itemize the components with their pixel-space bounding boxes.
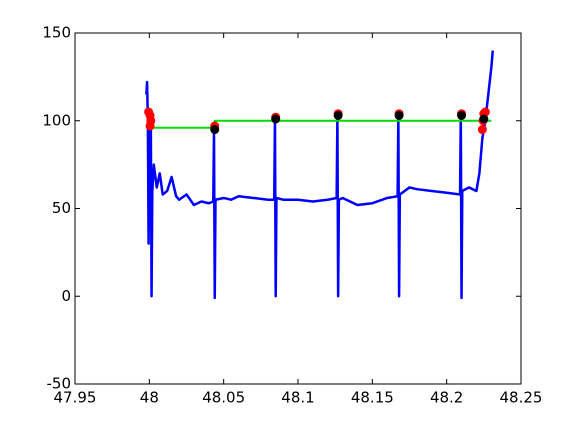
marker — [477, 125, 487, 135]
y-tick-label: 150 — [42, 24, 71, 42]
x-tick-label: 48.05 — [202, 389, 245, 407]
x-tick-label: 47.95 — [54, 389, 97, 407]
marker — [145, 121, 155, 131]
x-tick-label: 48.2 — [430, 389, 463, 407]
x-tick-label: 48.25 — [500, 389, 543, 407]
axes-box — [74, 32, 522, 385]
marker — [479, 114, 489, 124]
y-tick-label: -50 — [47, 375, 72, 393]
marker — [457, 110, 467, 120]
x-tick-label: 48.1 — [281, 389, 314, 407]
marker — [210, 125, 220, 135]
x-tick-label: 48 — [140, 389, 159, 407]
series-line — [145, 50, 494, 300]
marker — [333, 110, 343, 120]
y-tick-label: 100 — [42, 111, 71, 129]
y-tick-label: 0 — [61, 287, 71, 305]
x-tick-label: 48.15 — [351, 389, 394, 407]
marker — [394, 110, 404, 120]
y-tick-label: 50 — [52, 199, 71, 217]
marker — [271, 114, 281, 124]
